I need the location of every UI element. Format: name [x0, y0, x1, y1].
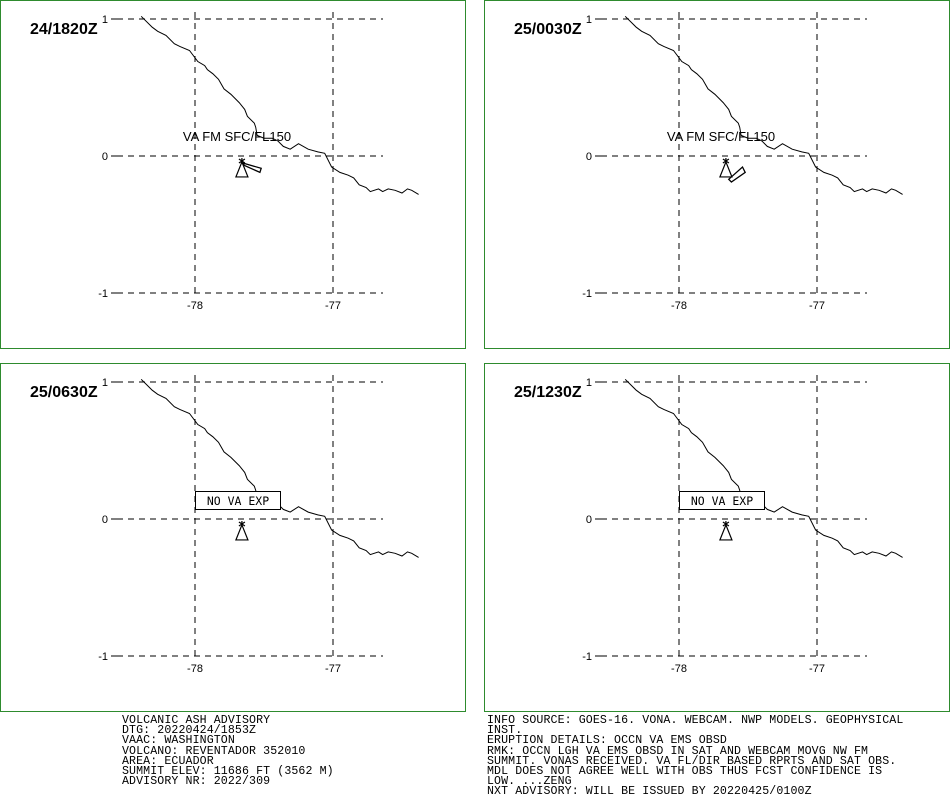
- advisory-line: RMK: OCCN LGH VA EMS OBSD IN SAT AND WEB…: [487, 744, 869, 758]
- eruption-icon: [238, 520, 246, 527]
- advisory-line: ADVISORY NR: 2022/309: [122, 775, 271, 789]
- advisory-line: NXT ADVISORY: WILL BE ISSUED BY 20220425…: [487, 785, 812, 799]
- volcano-icon: [235, 523, 249, 541]
- advisory-line: INST.: [487, 724, 523, 738]
- coastline: [140, 378, 419, 558]
- forecast-time-label: 25/1230Z: [514, 384, 582, 401]
- no-ash-label: NO VA EXP: [691, 494, 753, 508]
- panel-frame: [484, 0, 950, 349]
- lat-tick-label: 0: [102, 151, 108, 163]
- lon-tick-label: -78: [671, 300, 687, 312]
- ash-cloud-polygon: [727, 165, 747, 183]
- advisory-header-block: VOLCANIC ASH ADVISORY DTG: 20220424/1853…: [122, 714, 472, 789]
- lon-tick-label: -78: [671, 663, 687, 675]
- lat-tick-label: 1: [586, 14, 592, 26]
- forecast-time-label: 25/0030Z: [514, 21, 582, 38]
- ash-cloud-polygon: [239, 161, 263, 174]
- coastline: [624, 15, 903, 195]
- volcano-icon: [719, 160, 733, 178]
- advisory-line: SUMMIT. VONAS RECEIVED. VA FL/DIR BASED …: [487, 754, 897, 768]
- advisory-line: SUMMIT ELEV: 11686 FT (3562 M): [122, 765, 334, 779]
- lat-tick-label: -1: [582, 651, 592, 663]
- lat-tick-label: -1: [98, 651, 108, 663]
- panel-frame: [0, 363, 466, 712]
- advisory-line: ERUPTION DETAILS: OCCN VA EMS OBSD: [487, 734, 727, 748]
- map-panel: 1 0 -1 -78 -77 25/0630Z NO VA EXP: [0, 363, 466, 712]
- ash-level-label: VA FM SFC/FL150: [667, 129, 775, 144]
- advisory-line: VOLCANO: REVENTADOR 352010: [122, 744, 306, 758]
- no-ash-label: NO VA EXP: [207, 494, 269, 508]
- map-panel: 1 0 -1 -78 -77 24/1820Z VA FM SFC/FL150: [0, 0, 466, 349]
- advisory-line: VAAC: WASHINGTON: [122, 734, 235, 748]
- advisory-line: AREA: ECUADOR: [122, 754, 214, 768]
- volcano-icon: [719, 523, 733, 541]
- forecast-time-label: 25/0630Z: [30, 384, 98, 401]
- eruption-icon: [722, 157, 730, 164]
- ash-level-label: VA FM SFC/FL150: [183, 129, 291, 144]
- eruption-icon: [238, 157, 246, 164]
- lat-tick-label: 1: [586, 377, 592, 389]
- advisory-line: VOLCANIC ASH ADVISORY: [122, 714, 271, 727]
- lat-tick-label: -1: [98, 288, 108, 300]
- map-panel: 1 0 -1 -78 -77 25/0030Z VA FM SFC/FL150: [484, 0, 950, 349]
- forecast-maps: 1 0 -1 -78 -77 24/1820Z VA FM SFC/FL150 1 0 -1 -78…: [0, 0, 950, 712]
- coastline: [624, 378, 903, 558]
- advisory-line: MDL DOES NOT AGREE WELL WITH OBS THUS FC…: [487, 765, 883, 779]
- eruption-icon: [722, 520, 730, 527]
- panel-frame: [0, 0, 466, 349]
- lon-tick-label: -77: [325, 300, 341, 312]
- forecast-time-label: 24/1820Z: [30, 21, 98, 38]
- advisory-line: DTG: 20220424/1853Z: [122, 724, 257, 738]
- lat-tick-label: 1: [102, 14, 108, 26]
- lat-tick-label: 0: [586, 151, 592, 163]
- lon-tick-label: -78: [187, 300, 203, 312]
- lat-tick-label: 0: [586, 514, 592, 526]
- coastline: [140, 15, 419, 195]
- lon-tick-label: -77: [809, 300, 825, 312]
- no-ash-box: [195, 491, 281, 510]
- map-panel: 1 0 -1 -78 -77 25/1230Z NO VA EXP: [484, 363, 950, 712]
- lat-tick-label: -1: [582, 288, 592, 300]
- advisory-line: INFO SOURCE: GOES-16. VONA. WEBCAM. NWP …: [487, 714, 904, 727]
- lon-tick-label: -77: [809, 663, 825, 675]
- advisory-line: LOW. ...ZENG: [487, 775, 572, 789]
- advisory-remarks-block: INFO SOURCE: GOES-16. VONA. WEBCAM. NWP …: [487, 714, 942, 799]
- no-ash-box: [679, 491, 765, 510]
- lon-tick-label: -78: [187, 663, 203, 675]
- lat-tick-label: 0: [102, 514, 108, 526]
- lon-tick-label: -77: [325, 663, 341, 675]
- panel-frame: [484, 363, 950, 712]
- lat-tick-label: 1: [102, 377, 108, 389]
- volcano-icon: [235, 160, 249, 178]
